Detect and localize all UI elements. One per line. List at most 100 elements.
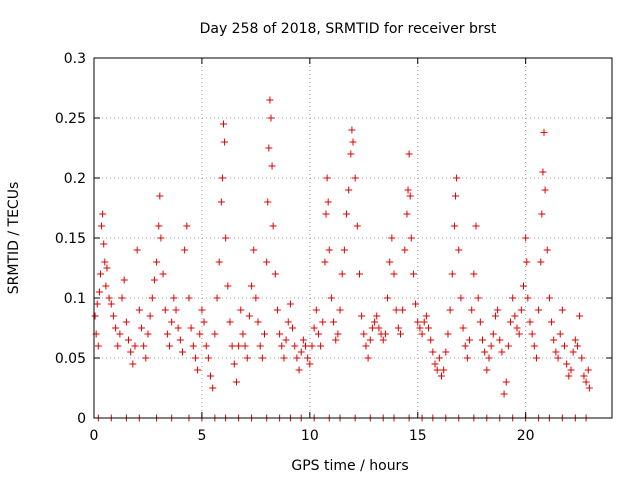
data-point: [573, 342, 581, 350]
data-point: [261, 330, 269, 338]
data-point: [109, 312, 117, 320]
data-point: [558, 306, 566, 314]
y-tick-label: 0.15: [55, 231, 86, 247]
data-point: [232, 378, 240, 386]
data-point: [142, 354, 150, 362]
data-point: [258, 354, 266, 362]
data-point: [293, 354, 301, 362]
data-point: [273, 306, 281, 314]
data-point: [327, 294, 335, 302]
data-point: [286, 300, 294, 308]
data-point: [131, 342, 139, 350]
data-point: [220, 120, 227, 128]
data-points: [91, 96, 593, 422]
y-tick-label: 0.25: [55, 111, 86, 127]
data-point: [371, 318, 379, 326]
data-point: [360, 330, 368, 338]
data-point: [338, 270, 346, 278]
data-point: [384, 294, 392, 302]
data-point: [422, 312, 430, 320]
data-point: [166, 342, 174, 350]
data-point: [94, 342, 102, 350]
data-point: [324, 198, 332, 206]
x-tick-label: 10: [301, 428, 319, 444]
data-point: [217, 198, 225, 206]
data-point: [295, 366, 303, 374]
data-point: [200, 318, 208, 326]
data-point: [509, 294, 517, 302]
data-point: [401, 246, 409, 254]
data-point: [368, 324, 376, 332]
data-point: [404, 186, 412, 194]
data-point: [349, 138, 357, 146]
data-point: [453, 174, 461, 182]
data-point: [489, 330, 497, 338]
y-tick-label: 0.1: [64, 291, 86, 307]
data-point: [515, 330, 523, 338]
data-point: [381, 330, 389, 338]
data-point: [213, 294, 221, 302]
data-point: [159, 270, 167, 278]
data-point: [202, 342, 210, 350]
data-point: [463, 354, 471, 362]
data-point: [561, 342, 569, 350]
data-point: [276, 330, 284, 338]
data-point: [176, 336, 184, 344]
data-point: [396, 330, 404, 338]
data-point: [137, 324, 145, 332]
data-point: [530, 342, 538, 350]
data-point: [409, 270, 417, 278]
data-point: [168, 318, 176, 326]
data-point: [366, 336, 374, 344]
data-point: [523, 258, 531, 266]
data-point: [245, 312, 253, 320]
data-point: [91, 312, 99, 320]
data-point: [522, 234, 530, 242]
data-point: [122, 318, 130, 326]
data-point: [448, 270, 456, 278]
data-point: [116, 330, 124, 338]
data-point: [330, 318, 338, 326]
x-axis-label: GPS time / hours: [291, 458, 408, 474]
data-point: [323, 174, 331, 182]
data-point: [155, 222, 163, 230]
data-point: [140, 342, 148, 350]
data-point: [399, 306, 407, 314]
data-point: [550, 336, 558, 344]
data-point: [248, 282, 256, 290]
data-point: [189, 342, 197, 350]
data-point: [174, 324, 182, 332]
data-point: [355, 270, 363, 278]
data-point: [485, 354, 493, 362]
data-point: [541, 186, 549, 194]
data-point: [578, 354, 586, 362]
data-point: [394, 324, 402, 332]
data-point: [576, 312, 584, 320]
data-point: [183, 222, 191, 230]
data-point: [470, 270, 478, 278]
data-point: [444, 330, 452, 338]
data-point: [118, 294, 126, 302]
data-point: [314, 330, 322, 338]
data-point: [93, 300, 101, 308]
data-point: [476, 318, 484, 326]
data-point: [302, 342, 310, 350]
data-point: [96, 270, 104, 278]
data-point: [215, 258, 223, 266]
data-point: [442, 348, 450, 356]
data-point: [156, 192, 164, 200]
data-point: [526, 318, 534, 326]
data-point: [146, 312, 154, 320]
data-point: [406, 192, 414, 200]
data-point: [144, 330, 152, 338]
data-point: [450, 222, 458, 230]
data-point: [170, 294, 178, 302]
data-point: [375, 324, 383, 332]
data-point: [334, 330, 342, 338]
data-point: [211, 330, 219, 338]
data-point: [243, 354, 251, 362]
data-point: [107, 300, 115, 308]
data-point: [103, 264, 111, 272]
